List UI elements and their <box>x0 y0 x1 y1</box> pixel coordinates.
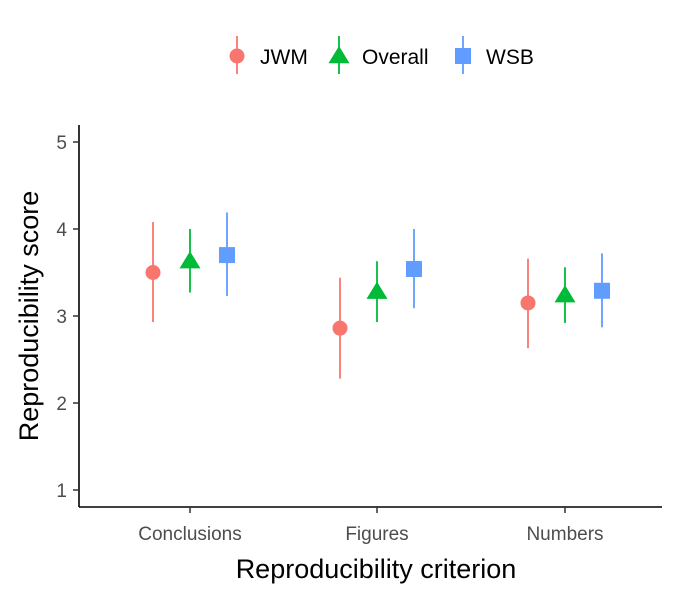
data-point <box>219 247 235 264</box>
legend-item-jwm: JWM <box>229 36 308 74</box>
data-point <box>406 261 422 278</box>
series-wsb <box>219 212 610 328</box>
data-point <box>554 285 576 303</box>
legend-key-marker <box>328 46 350 64</box>
y-tick-label: 4 <box>56 220 67 241</box>
legend: JWM Overall WSB <box>229 36 534 74</box>
legend-item-overall: Overall <box>328 36 429 74</box>
legend-label: WSB <box>486 46 534 69</box>
x-tick-label: Numbers <box>526 524 603 545</box>
series-overall <box>179 229 576 323</box>
data-point <box>520 295 536 311</box>
x-axis-title: Reproducibility criterion <box>236 554 517 584</box>
legend-key-marker <box>229 48 245 64</box>
plot-area: 1 2 3 4 5 Conclusions Figures Numbers <box>56 125 662 545</box>
series-jwm <box>145 222 536 379</box>
y-tick-label: 2 <box>56 394 67 415</box>
legend-key-marker <box>455 48 471 64</box>
y-tick-label: 5 <box>56 133 67 154</box>
y-axis-title: Reproducibility score <box>14 191 44 442</box>
x-tick-label: Conclusions <box>138 524 242 545</box>
y-tick-label: 1 <box>56 481 67 502</box>
data-marks <box>145 212 610 379</box>
y-axis-ticks: 1 2 3 4 5 <box>56 133 79 502</box>
legend-label: JWM <box>260 46 308 69</box>
legend-label: Overall <box>362 46 429 69</box>
data-point <box>366 281 388 299</box>
data-point <box>594 282 610 299</box>
x-tick-label: Figures <box>345 524 408 545</box>
y-tick-label: 3 <box>56 307 67 328</box>
data-point <box>145 265 161 280</box>
data-point <box>179 251 201 269</box>
data-point <box>332 320 348 336</box>
x-axis-ticks: Conclusions Figures Numbers <box>138 507 604 545</box>
legend-item-wsb: WSB <box>455 36 534 74</box>
